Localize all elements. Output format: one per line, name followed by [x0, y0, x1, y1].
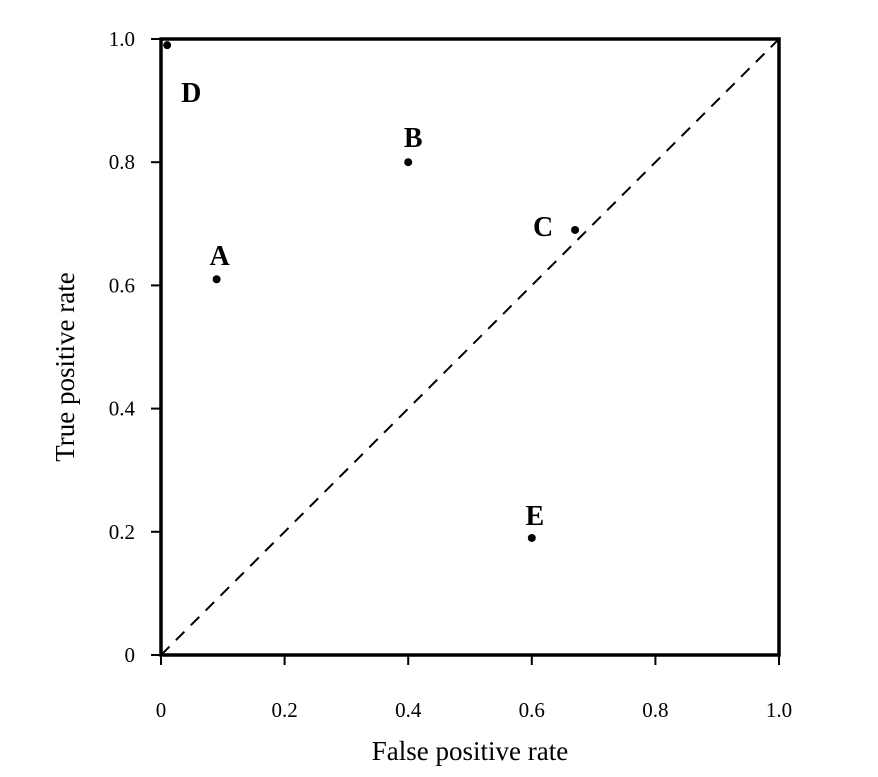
axes-group: [159, 37, 781, 657]
y-tick-label: 0.2: [109, 520, 135, 544]
data-point-a: [212, 275, 221, 284]
y-tick-label: 0.8: [109, 150, 135, 174]
point-label-a: A: [210, 241, 231, 272]
point-label-c: C: [533, 212, 553, 243]
data-point-c: [571, 225, 580, 234]
x-tick-label: 0.6: [519, 698, 545, 722]
diagonal-reference-line: [160, 38, 780, 656]
points-group: A B C D E: [163, 41, 580, 542]
point-label-d: D: [181, 78, 201, 109]
y-tick-label: 0: [125, 643, 136, 667]
ticks-group: 0 0.2 0.4 0.6 0.8 1.0 0 0.2 0.4 0.6 0.8 1.0: [109, 27, 792, 722]
point-label-e: E: [525, 501, 544, 532]
plot-frame: [159, 37, 781, 657]
x-tick-label: 0.8: [642, 698, 668, 722]
x-tick-label: 0.2: [271, 698, 297, 722]
point-label-b: B: [404, 123, 423, 154]
y-tick-label: 1.0: [109, 27, 135, 51]
data-point-d: [163, 41, 172, 50]
data-point-e: [527, 533, 536, 542]
reference-line-group: [160, 38, 780, 656]
y-tick-label: 0.4: [109, 397, 136, 421]
y-tick-label: 0.6: [109, 273, 135, 297]
data-point-b: [404, 158, 413, 167]
x-tick-label: 1.0: [766, 698, 792, 722]
x-axis-title: False positive rate: [372, 736, 568, 766]
x-tick-label: 0: [156, 698, 167, 722]
x-tick-label: 0.4: [395, 698, 422, 722]
y-axis-title: True positive rate: [50, 272, 80, 461]
